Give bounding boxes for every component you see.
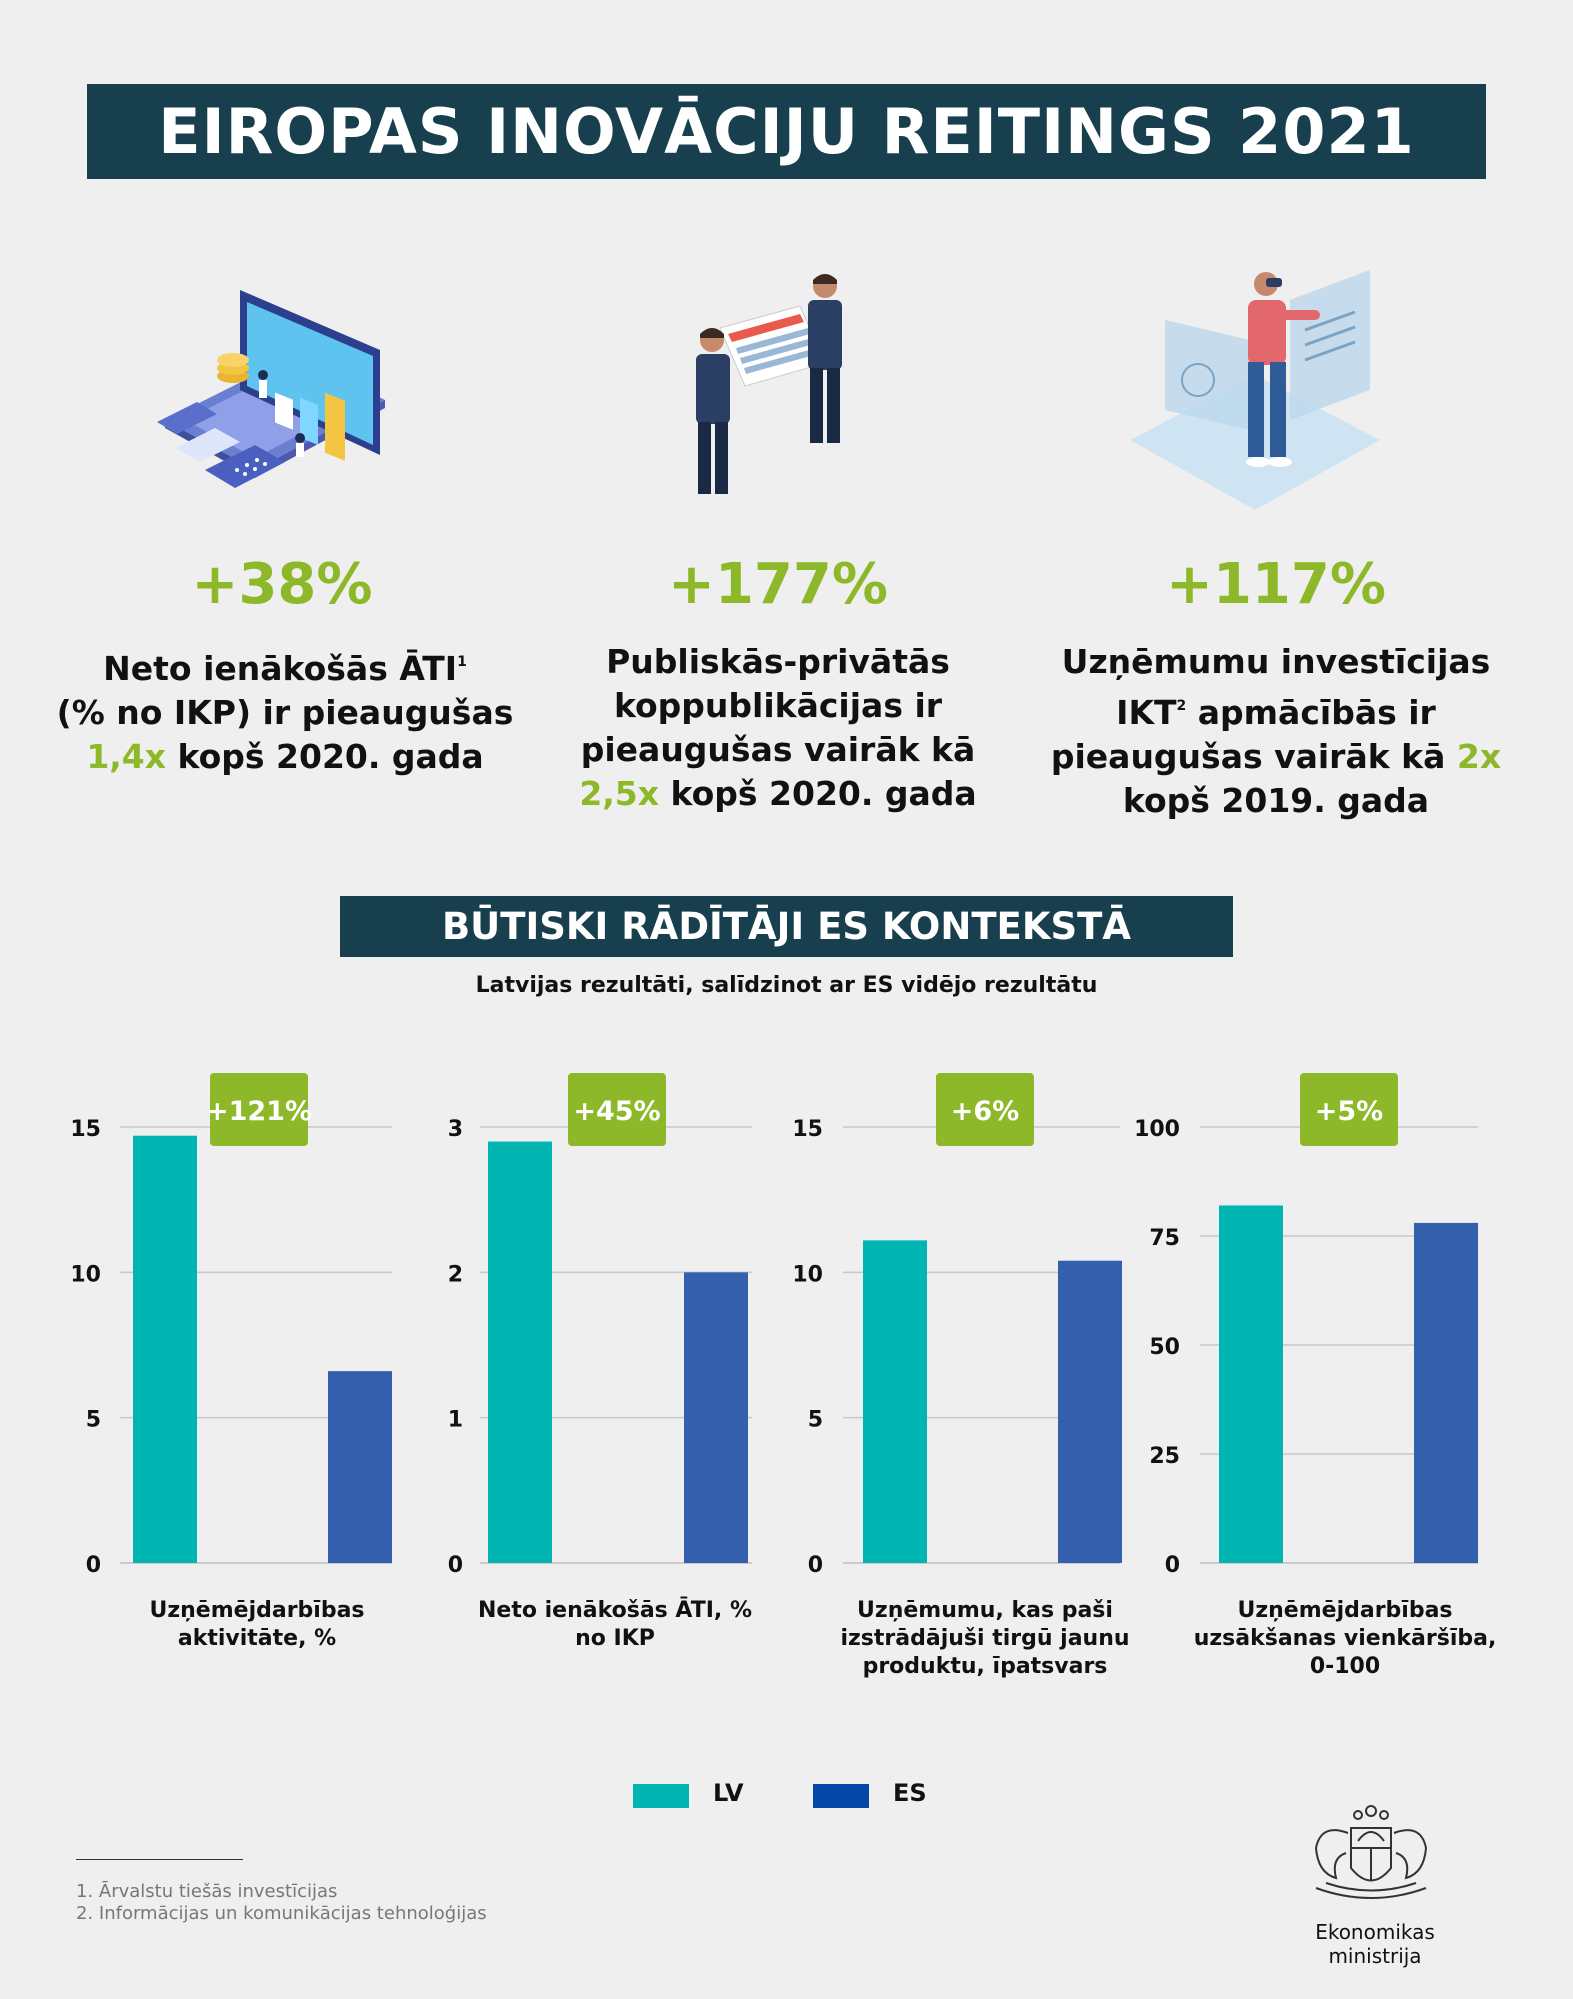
y-tick-label: 15	[70, 1117, 101, 1142]
badge	[936, 1073, 1034, 1146]
stat-value-1: +38%	[191, 552, 373, 617]
section-subtitle: Latvijas rezultāti, salīdzinot ar ES vid…	[475, 973, 1098, 998]
y-tick-label: 75	[1149, 1226, 1180, 1251]
y-tick-label: 0	[808, 1553, 823, 1578]
y-tick-label: 15	[792, 1117, 823, 1142]
footnote-1: 1. Ārvalstu tiešās investīcijas	[76, 1881, 338, 1902]
business-handshake-illustration	[696, 274, 842, 494]
badge-label: +45%	[573, 1096, 660, 1127]
section-title: BŪTISKI RĀDĪTĀJI ES KONTEKSTĀ	[340, 896, 1233, 957]
bar-lv	[1219, 1205, 1283, 1563]
y-tick-label: 5	[808, 1408, 823, 1433]
badge-label: +121%	[206, 1096, 312, 1127]
bar-es	[1414, 1222, 1478, 1563]
y-tick-label: 0	[448, 1553, 463, 1578]
vr-user-illustration	[1130, 270, 1380, 510]
bar-lv	[863, 1240, 927, 1563]
y-tick-label: 100	[1134, 1117, 1180, 1142]
bar-lv	[488, 1141, 552, 1563]
badge-label: +6%	[951, 1096, 1019, 1127]
ministry-name: Ekonomikas ministrija	[1315, 1920, 1435, 1968]
legend-label-lv: LV	[713, 1779, 744, 1807]
bar-lv	[133, 1135, 197, 1563]
bar-es	[328, 1371, 392, 1563]
badge	[210, 1073, 308, 1146]
stat-description-3: Uzņēmumu investīcijas IKT2 apmācībās ir …	[1050, 642, 1502, 820]
chart-label-1: Uzņēmējdarbības aktivitāte, %	[149, 1598, 365, 1651]
y-tick-label: 0	[1165, 1553, 1180, 1578]
latvian-coat-of-arms	[1314, 1805, 1428, 1899]
bar-es	[1058, 1260, 1122, 1563]
footnotes: 1. Ārvalstu tiešās investīcijas 2. Infor…	[76, 1881, 487, 1925]
badge-label: +5%	[1315, 1096, 1383, 1127]
y-tick-label: 50	[1149, 1335, 1180, 1360]
stat-value-3: +117%	[1166, 552, 1386, 617]
y-tick-label: 25	[1149, 1444, 1180, 1469]
legend-label-es: ES	[893, 1779, 927, 1807]
badge	[1300, 1073, 1398, 1146]
stat-description-2: Publiskās-privātās koppublikācijas ir pi…	[579, 642, 977, 813]
y-tick-label: 10	[70, 1262, 101, 1287]
stat-description-1: Neto ienākošās ĀTI1 (% no IKP) ir pieaug…	[56, 649, 514, 776]
laptop-finance-illustration	[157, 290, 385, 488]
y-tick-label: 1	[448, 1408, 463, 1433]
y-tick-label: 10	[792, 1262, 823, 1287]
stat-value-2: +177%	[668, 552, 888, 617]
chart-label-2: Neto ienākošās ĀTI, % no IKP	[477, 1598, 752, 1651]
page-title: EIROPAS INOVĀCIJU REITINGS 2021	[87, 84, 1486, 179]
legend-swatch-lv	[633, 1784, 689, 1808]
chart-label-4: Uzņēmējdarbības uzsākšanas vienkāršība, …	[1193, 1598, 1497, 1679]
y-tick-label: 3	[448, 1117, 463, 1142]
footnote-2: 2. Informācijas un komunikācijas tehnolo…	[76, 1903, 487, 1924]
chart-label-3: Uzņēmumu, kas paši izstrādājuši tirgū ja…	[840, 1598, 1130, 1679]
badge	[568, 1073, 666, 1146]
footnote-divider	[76, 1859, 243, 1860]
y-tick-label: 2	[448, 1262, 463, 1287]
bar-es	[684, 1272, 748, 1563]
legend-swatch-es	[813, 1784, 869, 1808]
y-tick-label: 0	[86, 1553, 101, 1578]
y-tick-label: 5	[86, 1408, 101, 1433]
